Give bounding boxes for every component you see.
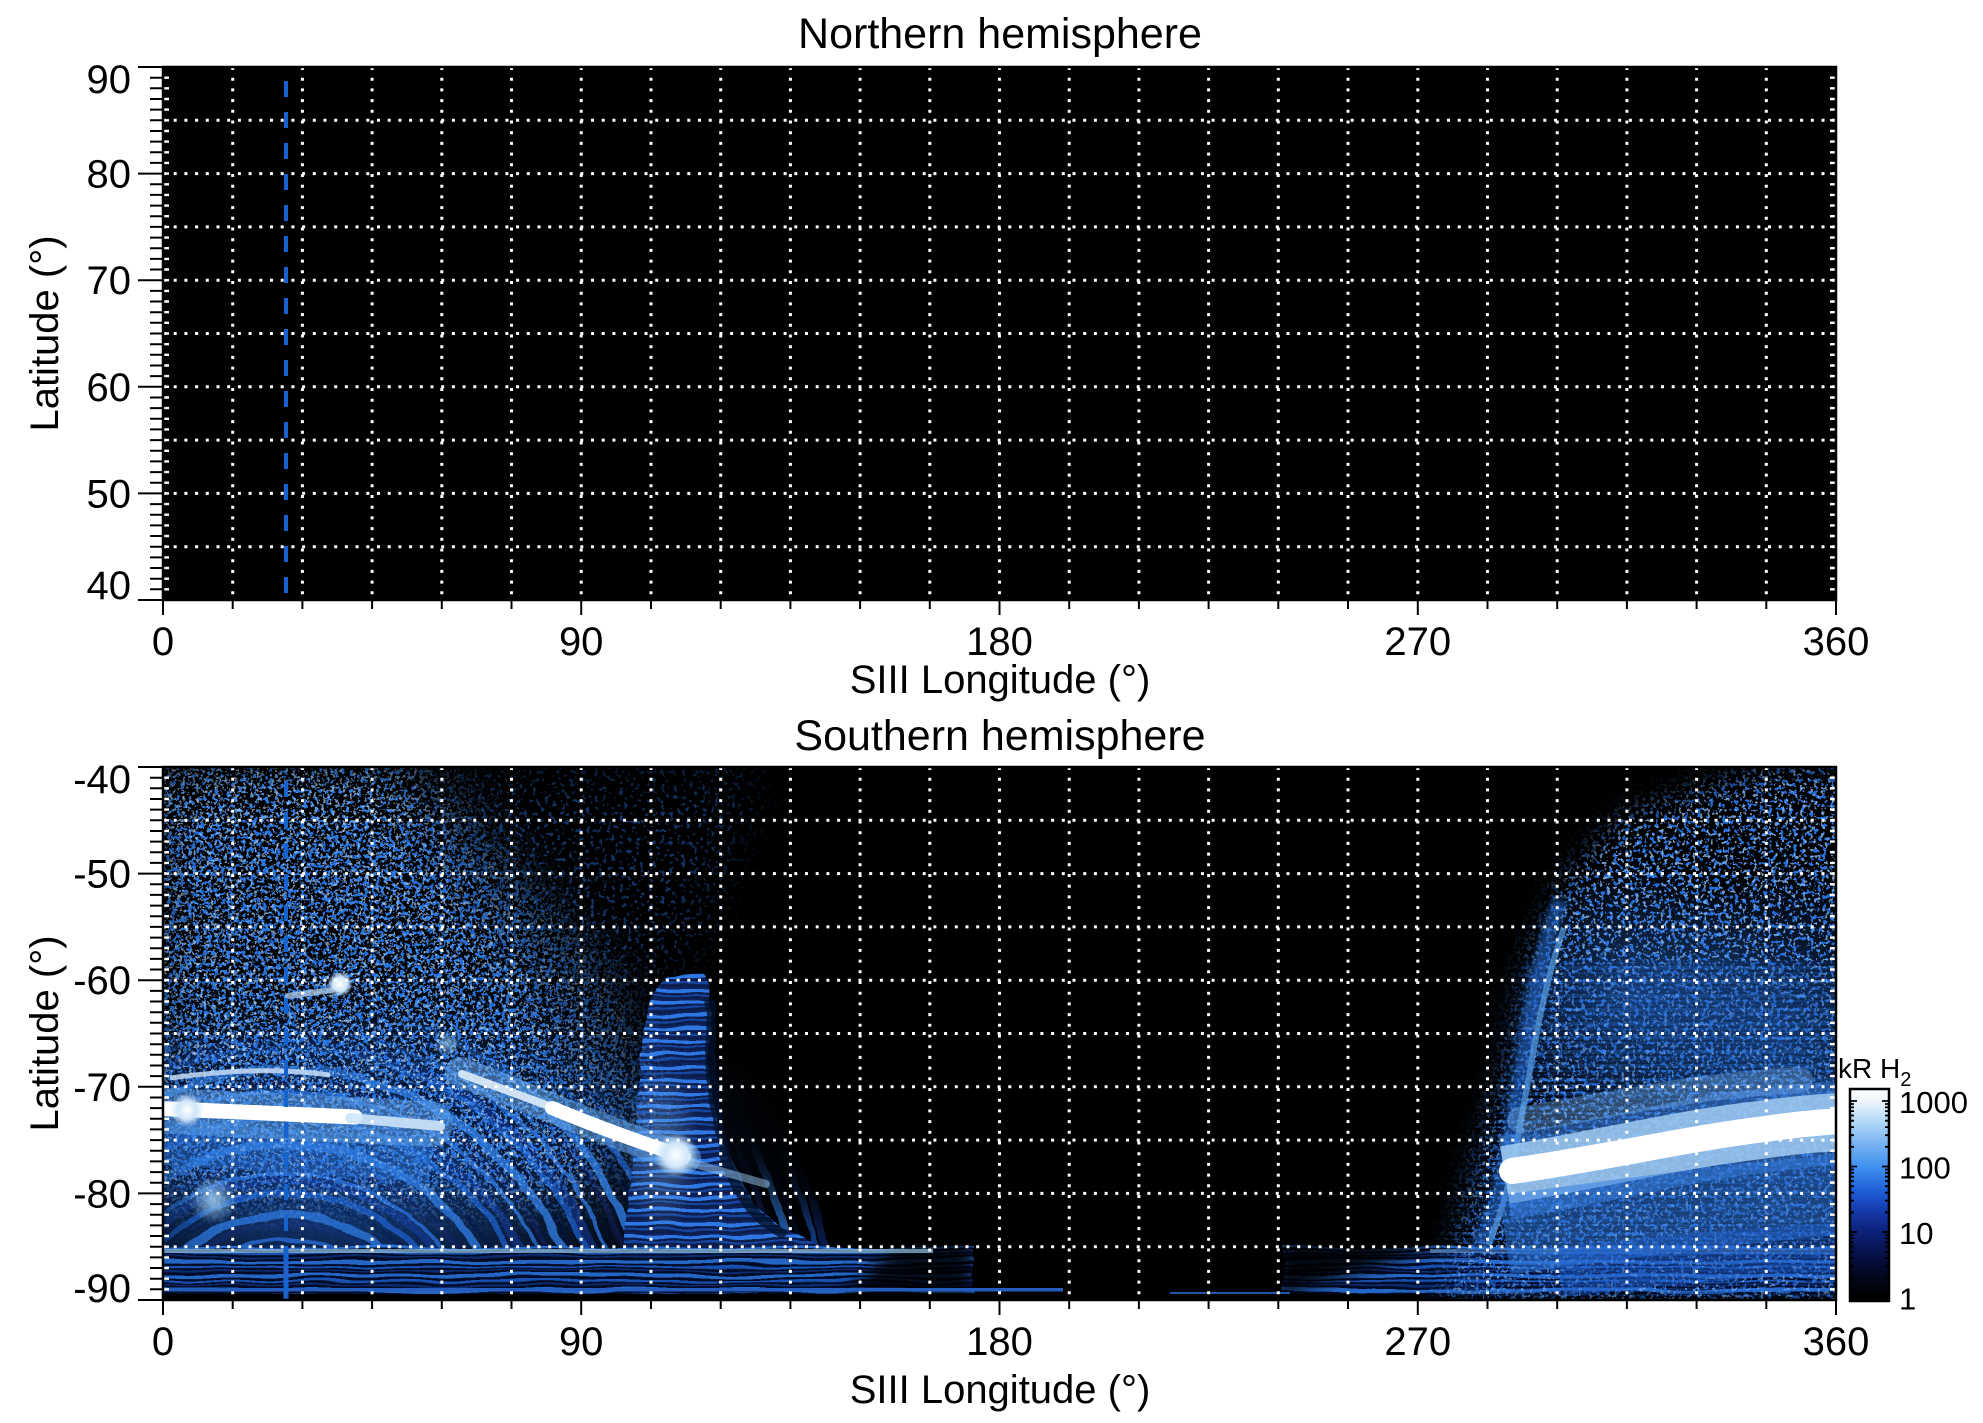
svg-text:70: 70 xyxy=(87,259,132,303)
svg-text:Latitude (°): Latitude (°) xyxy=(23,935,67,1131)
svg-text:-60: -60 xyxy=(73,959,131,1003)
svg-text:360: 360 xyxy=(1803,620,1870,664)
svg-text:90: 90 xyxy=(559,1320,604,1364)
svg-text:60: 60 xyxy=(87,366,132,410)
svg-text:40: 40 xyxy=(87,564,132,608)
svg-text:80: 80 xyxy=(87,153,132,197)
svg-text:1: 1 xyxy=(1899,1282,1916,1317)
svg-text:90: 90 xyxy=(87,58,132,102)
svg-text:SIII Longitude (°): SIII Longitude (°) xyxy=(850,1368,1151,1412)
svg-text:0: 0 xyxy=(152,620,174,664)
svg-text:Latitude (°): Latitude (°) xyxy=(23,235,67,431)
svg-text:-80: -80 xyxy=(73,1172,131,1216)
svg-text:-90: -90 xyxy=(73,1267,131,1311)
svg-text:360: 360 xyxy=(1803,1320,1870,1364)
svg-text:180: 180 xyxy=(966,620,1033,664)
svg-text:-70: -70 xyxy=(73,1066,131,1110)
svg-text:-50: -50 xyxy=(73,853,131,897)
svg-text:1000: 1000 xyxy=(1899,1085,1968,1120)
svg-text:-40: -40 xyxy=(73,758,131,802)
svg-text:10: 10 xyxy=(1899,1216,1933,1251)
svg-text:Southern hemisphere: Southern hemisphere xyxy=(794,712,1205,760)
svg-text:100: 100 xyxy=(1899,1151,1951,1186)
svg-text:270: 270 xyxy=(1384,1320,1451,1364)
svg-text:50: 50 xyxy=(87,472,132,516)
svg-text:180: 180 xyxy=(966,1320,1033,1364)
svg-text:Northern hemisphere: Northern hemisphere xyxy=(798,10,1202,58)
svg-text:270: 270 xyxy=(1384,620,1451,664)
svg-text:SIII Longitude (°): SIII Longitude (°) xyxy=(850,658,1151,702)
svg-text:0: 0 xyxy=(152,1320,174,1364)
svg-text:90: 90 xyxy=(559,620,604,664)
